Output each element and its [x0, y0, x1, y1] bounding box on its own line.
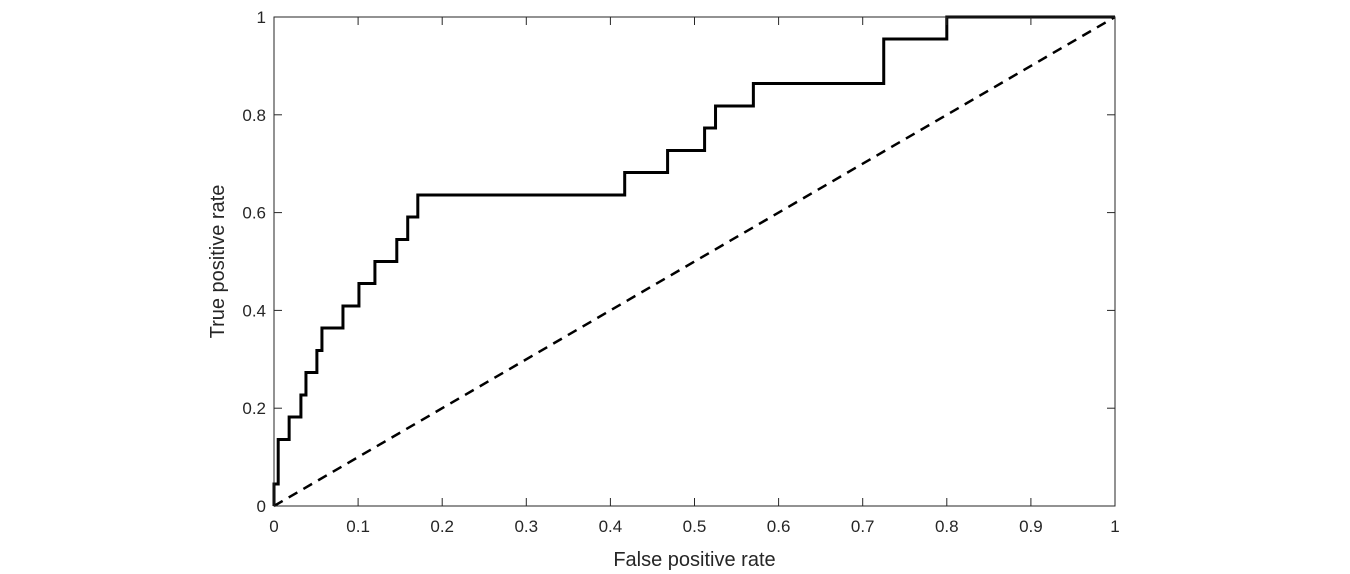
y-tick-label: 0.2: [242, 399, 266, 418]
x-tick-label: 0.7: [851, 517, 875, 536]
y-tick-label: 0: [257, 497, 266, 516]
y-axis-label: True positive rate: [207, 185, 229, 339]
x-tick-label: 0.2: [430, 517, 454, 536]
x-tick-label: 0.1: [346, 517, 370, 536]
x-tick-label: 0.9: [1019, 517, 1043, 536]
chance-diagonal-line: [273, 15, 1116, 508]
y-tick-label: 0.6: [242, 204, 266, 223]
x-tick-label: 0.6: [767, 517, 791, 536]
y-tick-label: 1: [257, 8, 266, 27]
x-tick-label: 1: [1110, 517, 1119, 536]
x-tick-label: 0.4: [599, 517, 623, 536]
x-tick-label: 0.3: [514, 517, 538, 536]
x-axis-label: False positive rate: [613, 549, 775, 571]
y-tick-label: 0.8: [242, 106, 266, 125]
x-tick-label: 0.5: [683, 517, 707, 536]
y-tick-label: 0.4: [242, 301, 266, 320]
plot-area: [272, 15, 1116, 508]
roc-curve-line: [272, 15, 1115, 506]
x-tick-label: 0.8: [935, 517, 959, 536]
axis-ticks: 0 0.1 0.2 0.3 0.4 0.5 0.6 0.7 0.8 0.9 1 0 0.2 0.4 0.6 0…: [242, 8, 1119, 536]
x-tick-label: 0: [269, 517, 278, 536]
